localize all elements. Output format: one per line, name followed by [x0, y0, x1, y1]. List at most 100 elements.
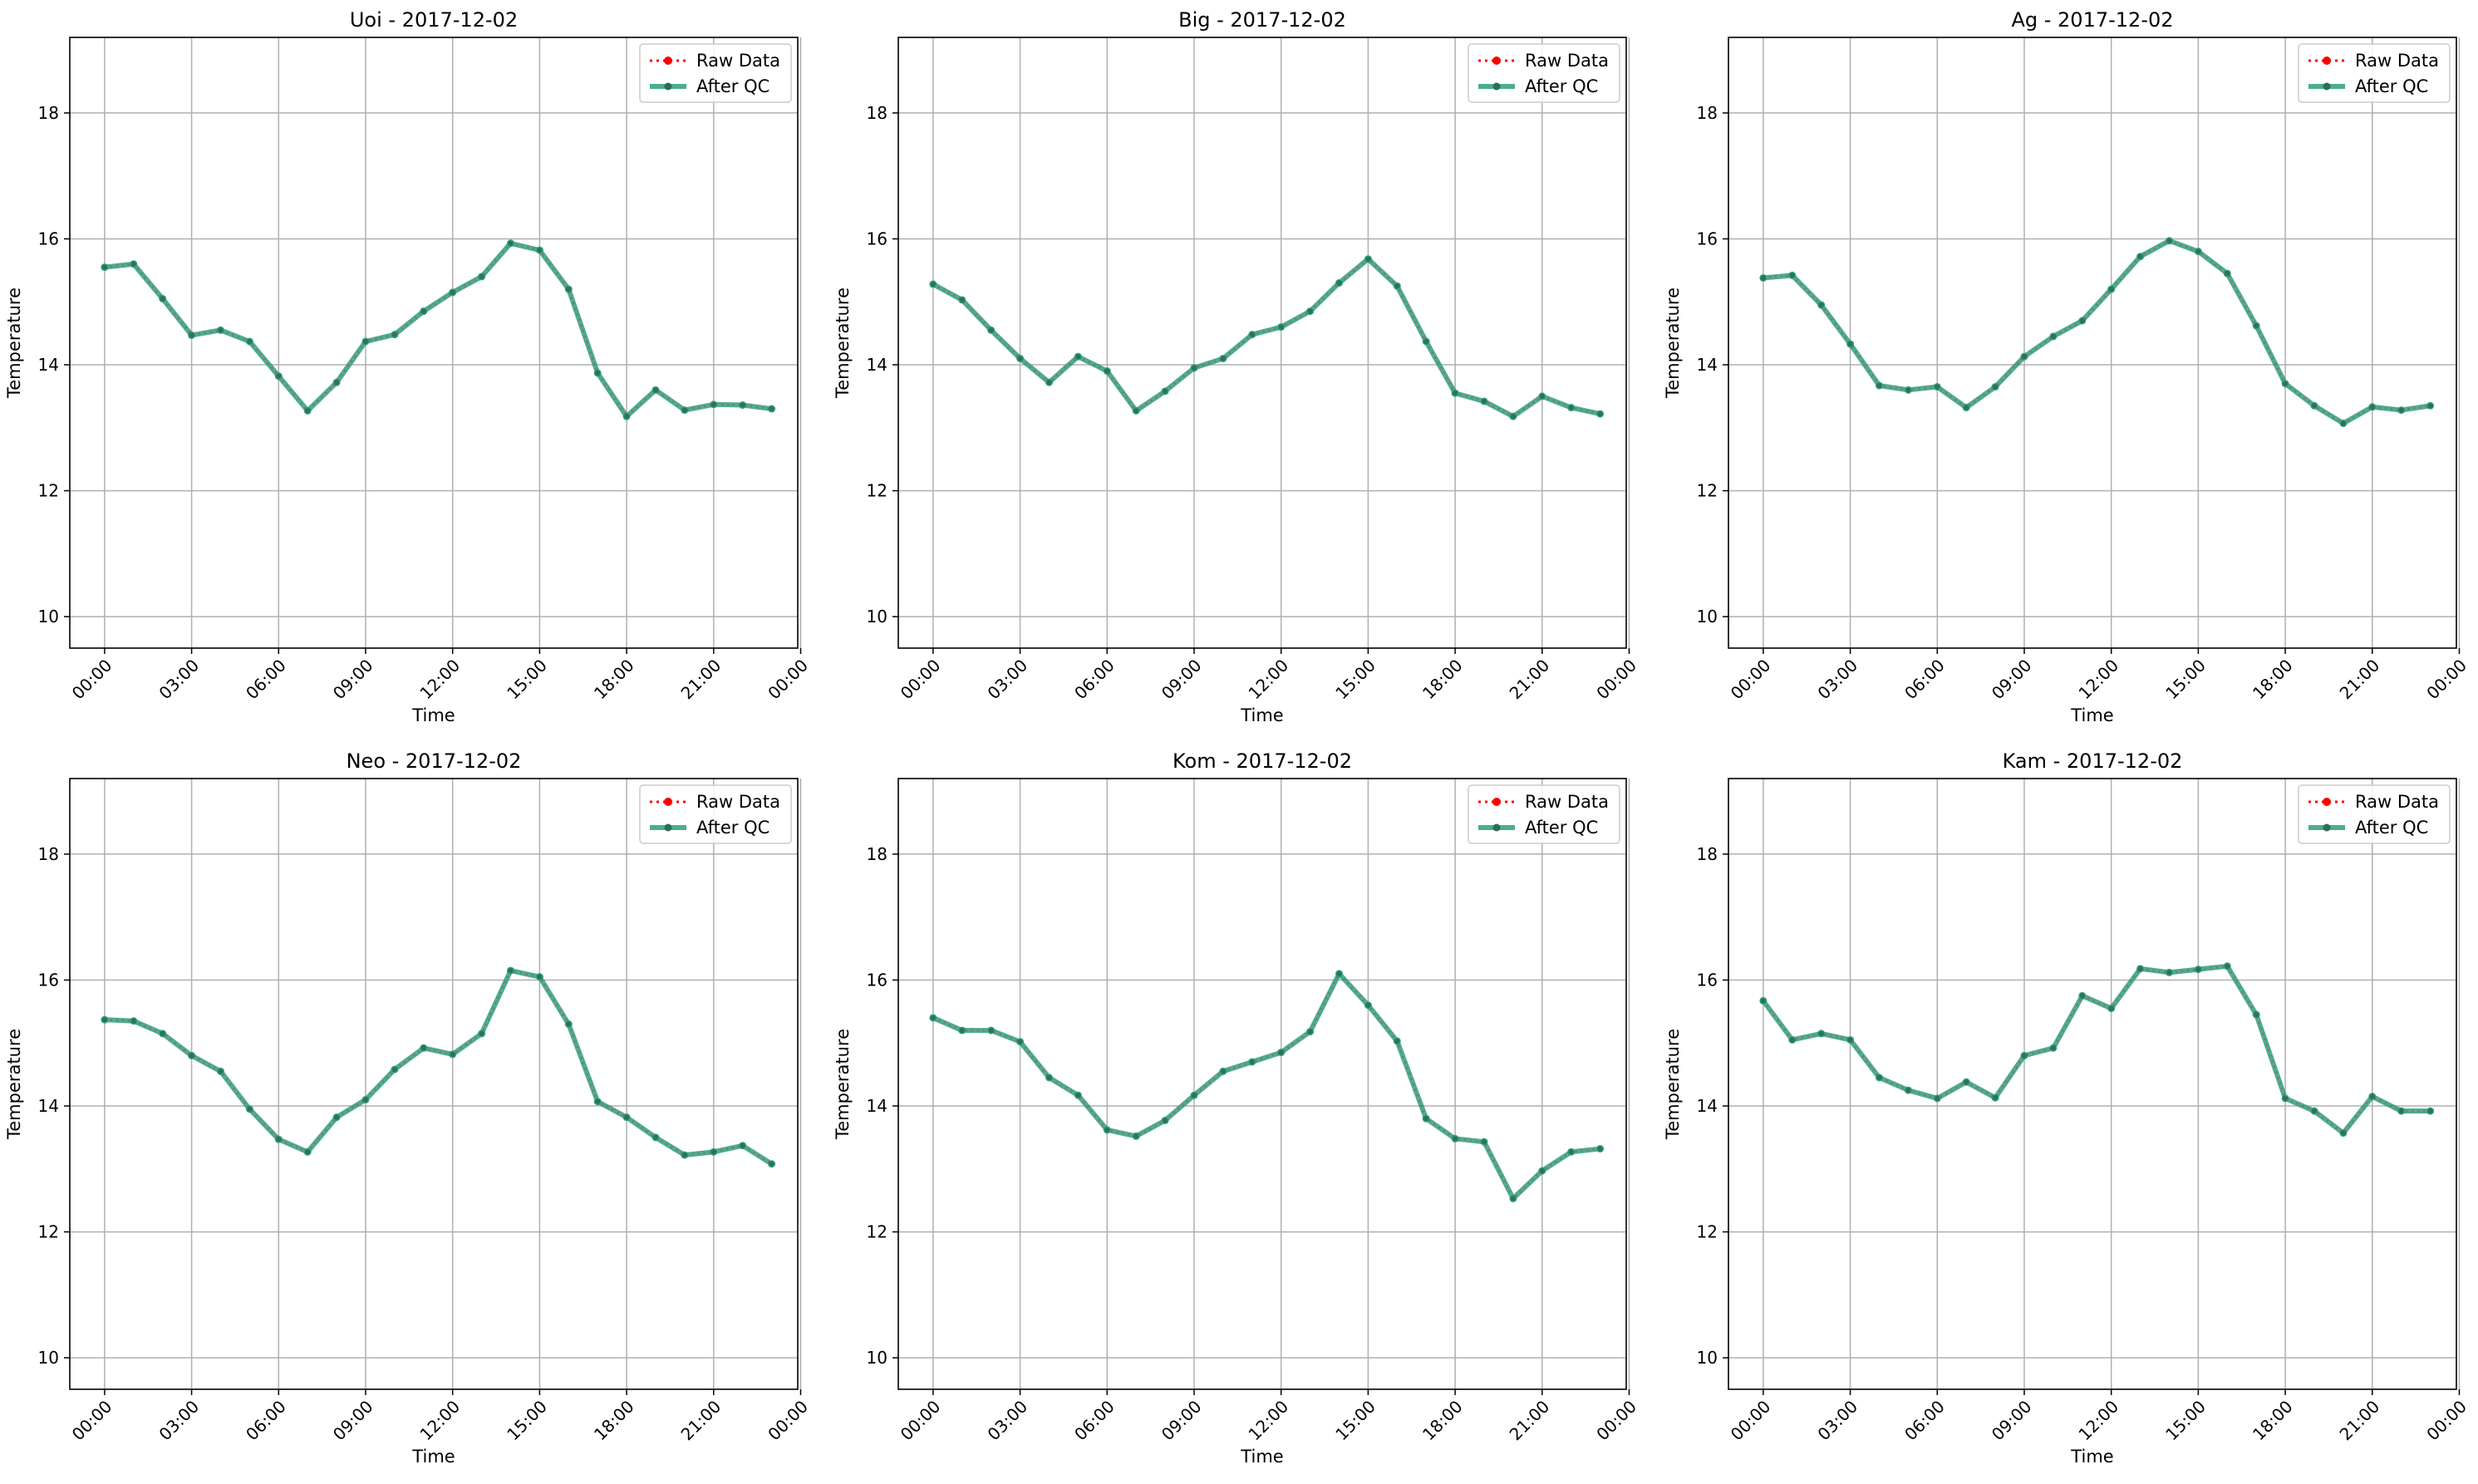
raw-data-point — [2398, 407, 2404, 413]
raw-data-point — [276, 373, 282, 379]
y-tick-label: 14 — [38, 355, 59, 375]
raw-data-point — [1818, 302, 1824, 308]
raw-data-point — [1336, 280, 1342, 286]
raw-data-point — [450, 289, 455, 295]
raw-data-point — [988, 327, 994, 333]
raw-data-point — [450, 1051, 455, 1057]
raw-data-point — [1423, 1116, 1429, 1122]
plot-frame — [69, 37, 799, 649]
raw-data-point — [130, 1018, 136, 1024]
raw-data-point — [2021, 1053, 2027, 1059]
raw-data-point — [959, 1028, 965, 1034]
raw-data-point — [1597, 411, 1603, 417]
raw-data-point — [1510, 1196, 1516, 1201]
x-tick-label: 18:00 — [2249, 1397, 2297, 1445]
raw-data-point — [1789, 1037, 1795, 1043]
raw-data-point — [1935, 1095, 1940, 1101]
raw-data-point — [681, 407, 687, 413]
y-tick-label: 10 — [1697, 1348, 1718, 1368]
x-tick-label: 15:00 — [2161, 1397, 2210, 1445]
legend-qc-label: After QC — [1525, 818, 1598, 838]
raw-data-point — [1191, 1093, 1197, 1098]
raw-data-point — [1133, 1133, 1139, 1139]
x-tick-label: 09:00 — [329, 1397, 377, 1445]
plot-frame — [1728, 37, 2457, 649]
x-tick-label: 15:00 — [1331, 1397, 1379, 1445]
x-tick-label: 12:00 — [415, 1397, 464, 1445]
raw-data-point — [508, 240, 514, 246]
x-tick-label: 15:00 — [2161, 656, 2210, 704]
y-tick-label: 10 — [38, 1348, 59, 1368]
x-axis-label: Time — [1240, 705, 1283, 725]
x-tick-label: 03:00 — [1813, 656, 1861, 704]
subplot-3: Neo - 2017-12-02 10 12 14 16 18 00:00 03:00 06:0… — [4, 749, 812, 1467]
raw-data-point — [2137, 966, 2143, 971]
raw-data-point — [1191, 365, 1197, 371]
raw-data-point — [2021, 354, 2027, 360]
subplot-title: Uoi - 2017-12-02 — [350, 8, 518, 32]
x-tick-label: 00:00 — [1727, 656, 1775, 704]
x-tick-label: 00:00 — [897, 1397, 945, 1445]
x-axis-label: Time — [2070, 705, 2113, 725]
y-tick-label: 10 — [867, 1348, 887, 1368]
raw-data-point — [2340, 1130, 2346, 1136]
legend-qc-marker — [2323, 823, 2331, 832]
subplot-title: Kam - 2017-12-02 — [2003, 749, 2183, 773]
raw-data-point — [1104, 1127, 1110, 1133]
raw-data-point — [681, 1152, 687, 1158]
raw-data-point — [2050, 333, 2056, 339]
legend: Raw Data After QC — [639, 43, 792, 103]
x-axis-label: Time — [1240, 1447, 1283, 1467]
raw-data-point — [1876, 1074, 1882, 1080]
raw-data-point — [1017, 356, 1023, 361]
raw-data-point — [1847, 1037, 1853, 1043]
x-tick-label: 18:00 — [590, 1397, 638, 1445]
raw-data-point — [1760, 998, 1766, 1004]
y-tick-label: 18 — [1697, 103, 1718, 123]
x-tick-label: 12:00 — [415, 656, 464, 704]
legend-raw-label: Raw Data — [1525, 792, 1609, 812]
raw-data-point — [652, 1134, 658, 1140]
legend-qc-label: After QC — [696, 76, 769, 96]
y-tick-label: 16 — [867, 228, 887, 248]
raw-data-point — [1568, 1149, 1574, 1155]
raw-data-point — [710, 401, 716, 407]
raw-data-point — [1307, 1029, 1313, 1034]
x-tick-label: 06:00 — [242, 1397, 290, 1445]
x-tick-label: 00:00 — [2422, 656, 2471, 704]
y-tick-label: 10 — [867, 607, 887, 627]
legend-qc-label: After QC — [2355, 818, 2428, 838]
raw-data-point — [769, 406, 774, 412]
raw-data-point — [1075, 354, 1081, 360]
legend-raw-label: Raw Data — [2355, 792, 2439, 812]
raw-data-point — [2166, 970, 2172, 975]
subplot-4: Kom - 2017-12-02 10 12 14 16 18 00:00 03:00 06:0… — [833, 749, 1640, 1467]
raw-data-point — [1046, 1074, 1052, 1080]
legend: Raw Data After QC — [1468, 784, 1620, 844]
x-tick-label: 00:00 — [2422, 1397, 2471, 1445]
x-tick-label: 18:00 — [1418, 1397, 1467, 1445]
x-tick-label: 00:00 — [68, 1397, 116, 1445]
after-qc-line — [932, 256, 1601, 420]
y-axis-label: Temperature — [4, 1029, 24, 1140]
raw-data-point — [1017, 1039, 1023, 1044]
raw-data-point — [1964, 1079, 1969, 1085]
raw-data-point — [2311, 403, 2317, 409]
raw-data-point — [988, 1028, 994, 1034]
raw-data-point — [1365, 256, 1371, 262]
legend-raw-label: Raw Data — [1525, 51, 1609, 71]
raw-data-point — [2108, 287, 2114, 292]
raw-data-point — [2079, 993, 2085, 999]
x-tick-label: 09:00 — [329, 656, 377, 704]
x-tick-label: 09:00 — [1988, 656, 2036, 704]
raw-data-point — [1220, 356, 1226, 361]
x-tick-label: 03:00 — [155, 656, 203, 704]
raw-data-point — [362, 338, 368, 344]
raw-data-point — [305, 408, 311, 414]
y-tick-label: 10 — [38, 607, 59, 627]
raw-data-point — [1568, 405, 1574, 410]
raw-data-point — [930, 282, 936, 287]
raw-data-point — [537, 248, 543, 253]
raw-data-point — [218, 1069, 224, 1074]
raw-data-point — [362, 1097, 368, 1103]
